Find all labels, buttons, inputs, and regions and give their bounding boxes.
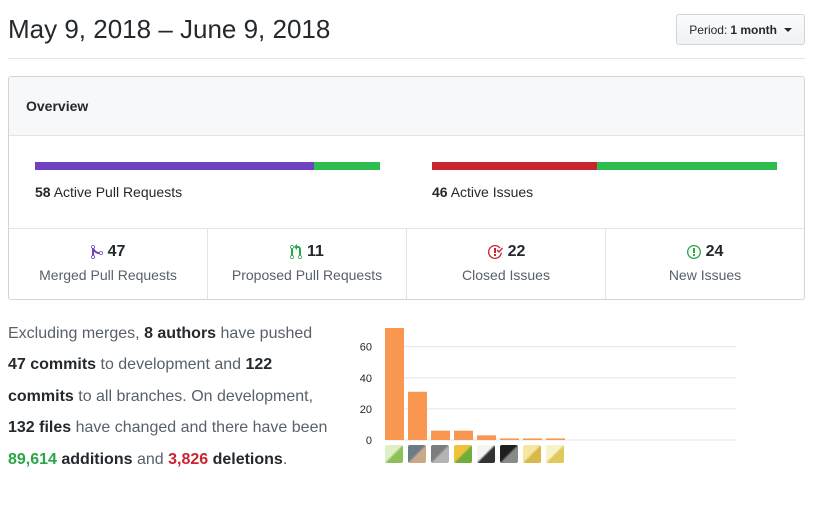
period-label: Period: bbox=[689, 22, 728, 37]
stat-new-issues[interactable]: 24 New Issues bbox=[606, 229, 804, 299]
active-issues-count: 46 bbox=[432, 184, 448, 200]
y-tick-label: 60 bbox=[360, 342, 372, 354]
additions-count: 89,614 bbox=[8, 450, 57, 468]
avatar-7[interactable] bbox=[523, 445, 541, 463]
issue-closed-icon bbox=[487, 244, 503, 260]
closed-issues-count: 22 bbox=[507, 243, 526, 260]
avatar-3[interactable] bbox=[431, 445, 449, 463]
files-changed-count: 132 files bbox=[8, 419, 72, 437]
commit-bar[interactable] bbox=[454, 430, 473, 440]
summary-text-2: have pushed bbox=[216, 325, 313, 342]
period-value: 1 month bbox=[730, 22, 777, 37]
commit-bar[interactable] bbox=[546, 438, 565, 440]
git-merge-icon bbox=[90, 244, 103, 260]
git-pull-request-icon bbox=[290, 244, 303, 260]
pulse-header: May 9, 2018 – June 9, 2018 Period: 1 mon… bbox=[8, 0, 805, 59]
summary-text-5: have changed and there have been bbox=[71, 419, 328, 437]
proposed-pull-requests-count: 11 bbox=[307, 243, 324, 260]
period-select-button[interactable]: Period: 1 month bbox=[676, 14, 805, 45]
authors-count: 8 authors bbox=[144, 325, 217, 342]
deletions-word: deletions bbox=[208, 450, 283, 468]
active-pull-requests-text: Active Pull Requests bbox=[53, 184, 183, 200]
y-tick-label: 40 bbox=[360, 373, 372, 385]
overview-panel: Overview 58 Active Pull Requests 46 Acti… bbox=[8, 76, 805, 300]
commit-bar[interactable] bbox=[477, 435, 496, 440]
new-issues-count: 24 bbox=[705, 243, 724, 260]
commit-bar[interactable] bbox=[385, 328, 404, 440]
open-issues-progress-segment bbox=[596, 162, 777, 170]
commits-by-author-chart: 0 20 40 60 bbox=[350, 326, 750, 471]
y-tick-label: 20 bbox=[360, 404, 372, 416]
avatar-5[interactable] bbox=[477, 445, 495, 463]
additions-word: additions bbox=[56, 450, 133, 468]
open-pr-progress-segment bbox=[314, 162, 380, 170]
summary-text-4: to all branches. On development, bbox=[73, 387, 314, 405]
commit-bar[interactable] bbox=[408, 391, 427, 440]
issue-opened-icon bbox=[686, 244, 701, 260]
date-range-title: May 9, 2018 – June 9, 2018 bbox=[8, 14, 331, 44]
active-issues-label: 46 Active Issues bbox=[432, 184, 777, 200]
issues-summary[interactable]: 46 Active Issues bbox=[432, 162, 777, 200]
commit-bar[interactable] bbox=[523, 438, 542, 440]
stat-proposed-pull-requests[interactable]: 11 Proposed Pull Requests bbox=[208, 229, 407, 299]
avatar-6[interactable] bbox=[500, 445, 518, 463]
commit-bar[interactable] bbox=[431, 430, 450, 440]
commits-bar-chart-svg: 0 20 40 60 bbox=[360, 328, 736, 447]
overview-stats: 47 Merged Pull Requests 11 Proposed Pull… bbox=[9, 229, 804, 299]
commit-bar[interactable] bbox=[500, 438, 519, 440]
y-tick-label: 0 bbox=[366, 435, 372, 447]
stat-merged-pull-requests[interactable]: 47 Merged Pull Requests bbox=[9, 229, 208, 299]
commit-summary-text: Excluding merges, 8 authors have pushed … bbox=[8, 318, 328, 475]
caret-down-icon bbox=[784, 27, 792, 32]
pull-requests-summary[interactable]: 58 Active Pull Requests bbox=[35, 162, 380, 200]
summary-text-7: . bbox=[282, 450, 288, 468]
stat-closed-issues[interactable]: 22 Closed Issues bbox=[407, 229, 606, 299]
active-pull-requests-count: 58 bbox=[35, 184, 51, 200]
proposed-pull-requests-label: Proposed Pull Requests bbox=[231, 267, 383, 283]
active-issues-text: Active Issues bbox=[450, 184, 534, 200]
merged-pr-progress-segment bbox=[35, 162, 315, 170]
summary-text-3: to development and bbox=[96, 356, 246, 374]
avatar-4[interactable] bbox=[454, 445, 472, 463]
commits-development-count: 47 commits bbox=[8, 356, 97, 374]
closed-issues-label: Closed Issues bbox=[462, 267, 550, 283]
merged-pull-requests-label: Merged Pull Requests bbox=[39, 267, 177, 283]
deletions-count: 3,826 bbox=[168, 450, 209, 468]
overview-progress-section: 58 Active Pull Requests 46 Active Issues bbox=[9, 136, 804, 229]
issues-progress-bar bbox=[432, 162, 777, 170]
pull-requests-progress-bar bbox=[35, 162, 380, 170]
closed-issues-progress-segment bbox=[432, 162, 597, 170]
avatar-2[interactable] bbox=[408, 445, 426, 463]
avatar-8[interactable] bbox=[546, 445, 564, 463]
active-pull-requests-label: 58 Active Pull Requests bbox=[35, 184, 380, 200]
overview-title: Overview bbox=[26, 98, 89, 114]
merged-pull-requests-count: 47 bbox=[107, 243, 126, 260]
new-issues-label: New Issues bbox=[668, 267, 742, 283]
overview-header: Overview bbox=[9, 77, 804, 136]
avatar-1[interactable] bbox=[385, 445, 403, 463]
summary-text-1: Excluding merges, bbox=[8, 325, 145, 342]
commits-all-branches-count: 122 commits bbox=[8, 356, 273, 405]
summary-text-6: and bbox=[132, 450, 169, 468]
